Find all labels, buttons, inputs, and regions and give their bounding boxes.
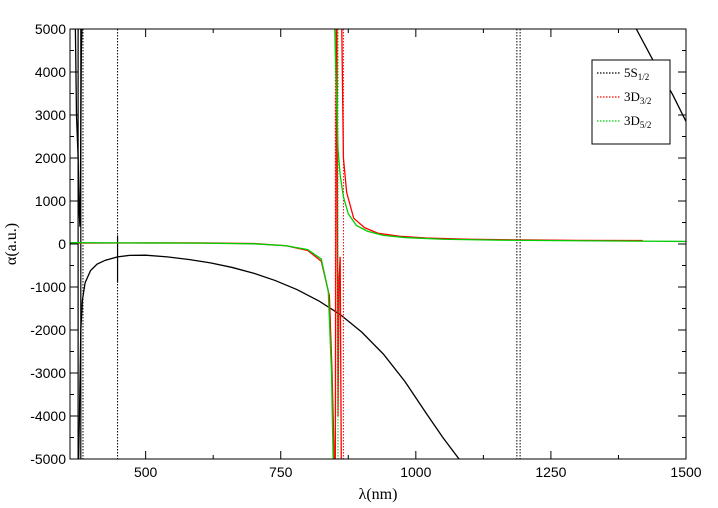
x-tick-label: 750 (269, 464, 293, 480)
y-tick-label: 5000 (35, 21, 66, 37)
series-line (334, 29, 686, 243)
legend-label-subscript: 3/2 (640, 96, 652, 106)
legend-label-main: 3D (624, 89, 640, 104)
y-axis-title: α(a.u.) (3, 223, 20, 265)
y-tick-label: -4000 (30, 408, 66, 424)
legend-entry: 3D5/2 (597, 113, 651, 130)
series-line (70, 242, 334, 459)
y-tick-label: 2000 (35, 150, 66, 166)
series-0 (71, 29, 686, 459)
legend-label: 3D3/2 (624, 89, 651, 106)
legend-label: 5S1/2 (624, 65, 649, 82)
legend-label-subscript: 1/2 (638, 72, 650, 82)
legend-label-main: 5S (624, 65, 638, 80)
y-tick-label: 0 (58, 236, 66, 252)
series-line (78, 256, 118, 459)
series-line (70, 242, 335, 459)
y-tick-label: -5000 (30, 451, 66, 467)
series-1 (70, 29, 643, 459)
x-tick-label: 1000 (400, 464, 431, 480)
ticks-layer: 500 750 1000 1250 1500 -5000 -4000 -3000 -2000 -1… (30, 21, 702, 480)
y-tick-label: 1000 (35, 193, 66, 209)
series-layer (70, 29, 686, 459)
legend-entry: 5S1/2 (597, 65, 649, 82)
series-line (117, 254, 460, 459)
legend-label-main: 3D (624, 113, 640, 128)
y-tick-label: 4000 (35, 64, 66, 80)
x-tick-label: 1500 (670, 464, 701, 480)
x-tick-label: 1250 (535, 464, 566, 480)
x-tick-label: 500 (134, 464, 158, 480)
y-tick-label: 3000 (35, 107, 66, 123)
x-axis-title: λ(nm) (359, 486, 398, 503)
series-2 (70, 29, 686, 459)
legend-entry: 3D3/2 (597, 89, 651, 106)
legend-label-subscript: 5/2 (640, 120, 652, 130)
y-tick-label: -2000 (30, 322, 66, 338)
legend-label: 3D5/2 (624, 113, 651, 130)
y-tick-label: -1000 (30, 279, 66, 295)
legend-box (591, 59, 671, 145)
y-tick-label: -3000 (30, 365, 66, 381)
